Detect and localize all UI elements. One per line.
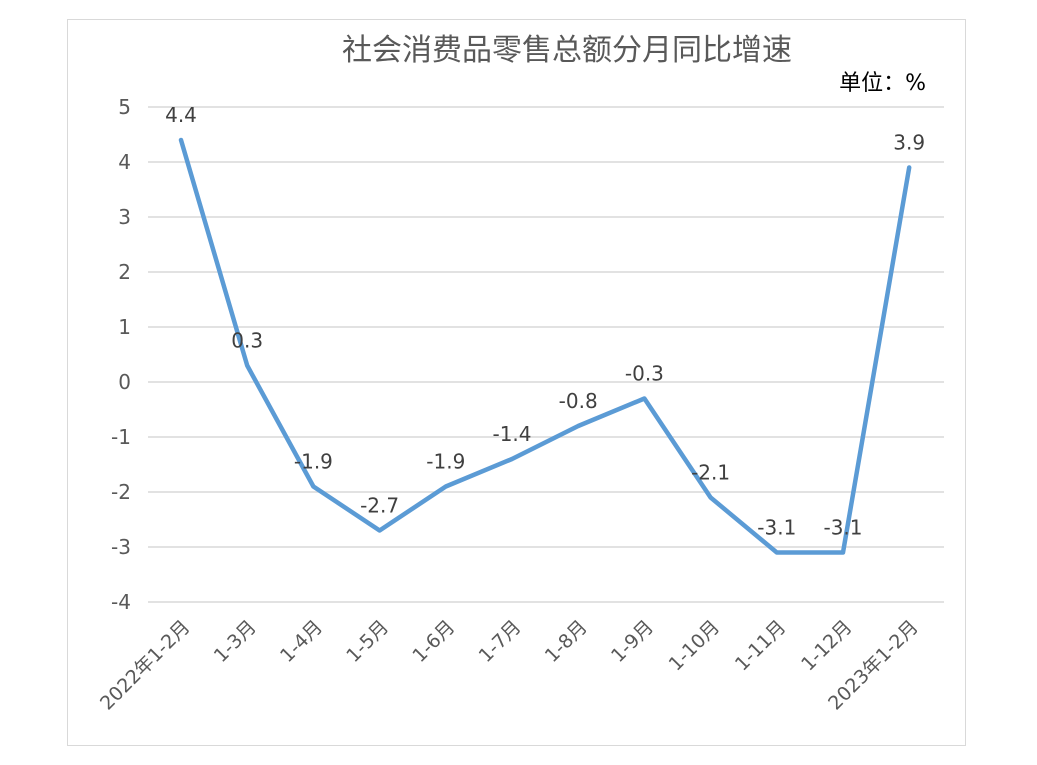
data-label: 0.3 [231,329,263,353]
y-tick-label: -2 [111,480,131,504]
y-tick-label: 0 [118,370,131,394]
y-tick-label: -1 [111,425,131,449]
data-label: -3.1 [757,516,796,540]
x-tick-label: 1-7月 [475,616,526,667]
data-label: 4.4 [165,103,197,127]
unit-label: 单位：% [839,71,926,96]
chart-frame [67,19,966,746]
x-tick-label: 2022年1-2月 [96,616,195,715]
y-tick-label: 5 [118,95,131,119]
data-label: -1.9 [426,450,465,474]
series-line-group [178,137,912,555]
series-line [178,137,912,555]
x-axis-ticks: 2022年1-2月 1-3月 1-4月 1-5月 1-6月 1-7月 1-8月 1-9月 1-1… [96,616,923,715]
y-tick-label: 1 [118,315,131,339]
y-tick-label: -4 [111,590,131,614]
y-tick-label: 4 [118,150,131,174]
x-tick-label: 1-11月 [731,616,790,675]
data-label: -0.3 [625,362,664,386]
y-tick-label: 3 [118,205,131,229]
y-axis-ticks: 5 4 3 2 1 0 -1 -2 -3 -4 [111,95,131,614]
data-label: -1.4 [492,422,531,446]
data-label: 3.9 [893,131,925,155]
data-label: -1.9 [294,450,333,474]
x-tick-label: 1-10月 [665,616,724,675]
data-labels: 4.4 0.3 -1.9 -2.7 -1.9 -1.4 -0.8 -0.3 -2.1 -3.1 -3… [165,103,925,540]
x-tick-label: 1-4月 [276,616,327,667]
y-tick-label: 2 [118,260,131,284]
y-tick-label: -3 [111,535,131,559]
chart-title: 社会消费品零售总额分月同比增速 [342,33,792,68]
x-tick-label: 1-5月 [342,616,393,667]
x-tick-label: 1-8月 [541,616,592,667]
data-label: -2.1 [691,461,730,485]
data-label: -0.8 [559,389,598,413]
gridlines [148,106,944,603]
data-label: -2.7 [360,494,399,518]
x-tick-label: 1-12月 [797,616,856,675]
x-tick-label: 1-9月 [607,616,658,667]
data-label: -3.1 [823,516,862,540]
x-tick-label: 1-6月 [408,616,459,667]
x-tick-label: 1-3月 [210,616,261,667]
